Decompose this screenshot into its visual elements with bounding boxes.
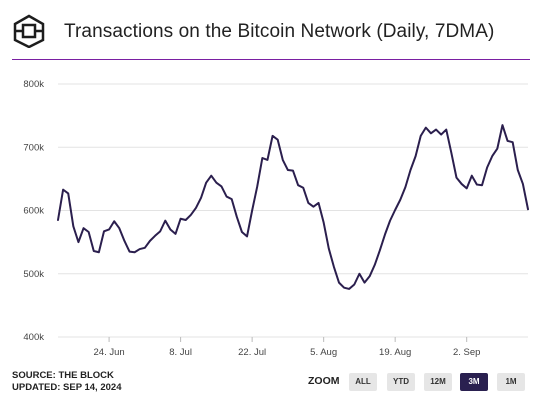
- zoom-label: ZOOM: [308, 375, 340, 387]
- footer-source: SOURCE: THE BLOCK UPDATED: SEP 14, 2024: [12, 370, 121, 394]
- title-divider: [12, 59, 530, 60]
- y-tick-label: 400k: [23, 332, 44, 343]
- zoom-3m-button[interactable]: 3M: [460, 373, 488, 391]
- x-tick-label: 8. Jul: [169, 347, 192, 358]
- updated-text: UPDATED: SEP 14, 2024: [12, 382, 122, 393]
- y-tick-label: 800k: [23, 79, 44, 90]
- x-tick-label: 22. Jul: [238, 347, 266, 358]
- chart-title: Transactions on the Bitcoin Network (Dai…: [64, 21, 495, 42]
- the-block-logo-icon: [13, 14, 45, 48]
- zoom-all-button[interactable]: ALL: [349, 373, 377, 391]
- chart-header: Transactions on the Bitcoin Network (Dai…: [0, 0, 545, 62]
- x-tick-label: 5. Aug: [310, 347, 337, 358]
- x-tick-label: 2. Sep: [453, 347, 480, 358]
- transactions-line-chart: 800k 700k 600k 500k 400k 24. Jun 8. Jul 22. Ju…: [23, 79, 529, 358]
- y-tick-label: 600k: [23, 206, 44, 217]
- y-axis-ticks: 800k 700k 600k 500k 400k: [23, 79, 44, 343]
- zoom-1m-button[interactable]: 1M: [497, 373, 525, 391]
- x-tick-label: 19. Aug: [379, 347, 411, 358]
- series-line-transactions: [57, 124, 529, 290]
- zoom-12m-button[interactable]: 12M: [424, 373, 452, 391]
- x-axis-ticks: 24. Jun 8. Jul 22. Jul 5. Aug 19. Aug 2. Sep: [94, 337, 480, 358]
- grid-lines: [58, 83, 528, 338]
- source-text: SOURCE: THE BLOCK: [12, 370, 114, 381]
- y-tick-label: 500k: [23, 269, 44, 280]
- x-tick-label: 24. Jun: [94, 347, 125, 358]
- y-tick-label: 700k: [23, 142, 44, 153]
- zoom-ytd-button[interactable]: YTD: [387, 373, 415, 391]
